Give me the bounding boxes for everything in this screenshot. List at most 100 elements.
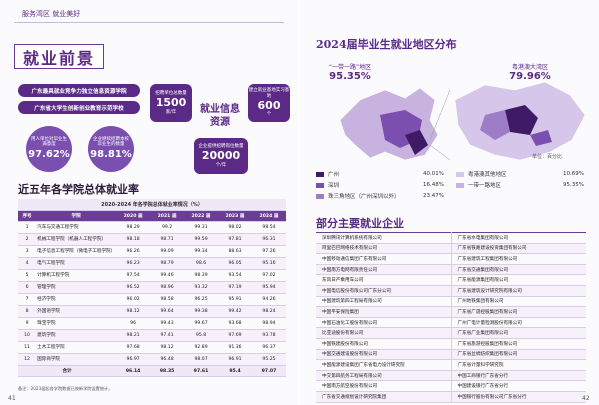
table-cell: 珠宝学院 bbox=[36, 317, 117, 330]
table-cell: 7 bbox=[18, 293, 37, 306]
table-cell: 97.07 bbox=[252, 365, 286, 377]
page-title: 就业前景 bbox=[14, 44, 104, 69]
table-cell: 1 bbox=[18, 221, 37, 234]
table-cell: 96.97 bbox=[116, 353, 151, 366]
stat-circle: 用人单位对毕业生满意度 97.62% bbox=[26, 126, 72, 172]
company-cell: 中国移动通信集团广东有限公司 bbox=[316, 253, 452, 265]
table-cell: 98.29 bbox=[116, 221, 151, 234]
table-row: 2 机械工程学院（机器人工程学院） 98.18 98.71 99.59 97.81 96.3… bbox=[18, 233, 286, 246]
header-cell: 2020 届 bbox=[116, 210, 151, 222]
table-row: 3 电子信息工程学院（微电子工程学院） 96.26 99.09 99.34 88.63 97… bbox=[18, 245, 286, 258]
stat-label: 企业继续招聘本校毕业生的数量 bbox=[93, 136, 129, 147]
page-number: 41 bbox=[8, 395, 16, 402]
table-row: 5 计算机工程学院 97.54 99.46 98.39 93.54 97.02 bbox=[18, 269, 286, 282]
table-cell: 98.35 bbox=[150, 365, 185, 377]
company-cell: 广州广电计量检测股份有限公司 bbox=[451, 317, 586, 329]
table-row: 8 外国语学院 98.12 99.64 99.38 99.42 98.24 bbox=[18, 305, 286, 318]
table-cell: 91.36 bbox=[218, 341, 252, 354]
legend-label: 深圳 bbox=[328, 183, 340, 189]
company-cell: 中国工商银行广东省分行 bbox=[451, 370, 586, 382]
guangzhou bbox=[505, 105, 538, 135]
company-row: 东风日产乘用车公司 广东省能源集团有限公司 bbox=[316, 274, 586, 286]
company-cell: 广东省交通集团有限公司 bbox=[451, 264, 586, 276]
resource-unit: 个 bbox=[266, 112, 272, 118]
resource-box: 企业提供招聘岗位数量 20000 个/年 bbox=[194, 138, 248, 174]
table-cell: 98.58 bbox=[150, 293, 185, 306]
legend-value: 16.48% bbox=[423, 182, 444, 188]
company-cell: 阿里巴巴网络技术有限公司 bbox=[316, 243, 452, 255]
company-cell: 中国能源建设集团广东省电力设计研究院 bbox=[316, 359, 452, 371]
table-cell: 97.69 bbox=[218, 329, 252, 342]
table-cell: 97.02 bbox=[252, 269, 286, 282]
resource-value: 600 bbox=[257, 99, 281, 113]
table-cell: 8 bbox=[18, 305, 37, 318]
page-number: 42 bbox=[582, 395, 590, 402]
header-cell: 2022 届 bbox=[184, 210, 219, 222]
company-cell: 中国铁建股份有限公司 bbox=[316, 338, 452, 350]
company-row: 中国交通建设股份有限公司 广东省丝绸纺织集团有限公司 bbox=[316, 349, 586, 361]
table-cell: 96.91 bbox=[218, 353, 252, 366]
table-cell: 12 bbox=[18, 353, 37, 366]
company-cell: 广东省建筑工程集团有限公司 bbox=[451, 253, 586, 265]
table-row: 6 管理学院 96.52 98.96 93.32 97.19 95.94 bbox=[18, 281, 286, 294]
company-cell: 中国银行股份有限公司广东省分行 bbox=[451, 391, 586, 403]
companies-table: 深圳腾讯计算机系统有限公司 广东省水电集团有限公司 阿里巴巴网络技术有限公司 广东省铁… bbox=[316, 232, 586, 403]
table-cell: 99.42 bbox=[218, 305, 252, 318]
highlight: 粤港澳大湾区 79.96% bbox=[500, 62, 560, 82]
table-cell: 93.68 bbox=[218, 317, 252, 330]
left-page: 服务湾区 就业美好 就业前景 广东最具就业竞争力独立信息资源学院 广东省大学生创… bbox=[0, 0, 299, 405]
connector bbox=[429, 144, 451, 161]
company-cell: 中国电信股份有限公司广东分公司 bbox=[316, 285, 452, 297]
company-cell: 广东省水电集团有限公司 bbox=[451, 232, 586, 244]
table-cell: 96.02 bbox=[116, 293, 151, 306]
table-cell: 98.12 bbox=[150, 341, 185, 354]
divider bbox=[14, 22, 284, 23]
company-row: 中国铁建股份有限公司 广东省旅游控股集团有限公司 bbox=[316, 338, 586, 350]
map-unit: 单位：百分比 bbox=[532, 154, 563, 160]
legend: 广州 40.01% 粤港澳其他地区 10.69% 深圳 16.48% 一带一路地区 95.35… bbox=[316, 170, 586, 210]
table-cell: 92.89 bbox=[184, 341, 219, 354]
table-cell: 99.59 bbox=[184, 233, 219, 246]
company-cell: 深圳腾讯计算机系统有限公司 bbox=[316, 232, 452, 244]
table-cell: 96.31 bbox=[252, 233, 286, 246]
table-cell: 合计 bbox=[18, 365, 117, 377]
company-cell: 广东省交通规划设计研究院集团 bbox=[316, 391, 452, 403]
company-cell: 广东省丝绸纺织集团有限公司 bbox=[451, 349, 586, 361]
table-cell: 97.26 bbox=[252, 245, 286, 258]
stat-label: 用人单位对毕业生满意度 bbox=[31, 136, 67, 147]
legend-item: 珠三角地区（广州深圳以外） 23.47% bbox=[316, 192, 444, 200]
table-row: 1 汽车与交通工程学院 98.29 99.2 99.31 98.02 98.54 bbox=[18, 221, 286, 234]
table-cell: 国际商学院 bbox=[36, 353, 117, 366]
table-cell: 98.96 bbox=[150, 281, 185, 294]
resource-unit: 个/年 bbox=[215, 162, 227, 168]
table-cell: 98.39 bbox=[184, 269, 219, 282]
company-cell: 中国平安保险集团 bbox=[316, 306, 452, 318]
table-cell: 93.32 bbox=[184, 281, 219, 294]
company-cell: 广东省铁路建设投资集团有限公司 bbox=[451, 243, 586, 255]
company-row: 中交第四航务工程局有限公司 中国工商银行广东省分行 bbox=[316, 370, 586, 382]
rate-table: 2020-2024 年各学院总体就业率情况（%） 序号 学院 2020 届 2021 届… bbox=[18, 199, 286, 377]
company-row: 阿里巴巴网络技术有限公司 广东省铁路建设投资集团有限公司 bbox=[316, 243, 586, 255]
company-row: 中国建筑第四工程局有限公司 广州地铁集团有限公司 bbox=[316, 296, 586, 308]
table-cell: 96.05 bbox=[218, 257, 252, 270]
stat-value: 97.62% bbox=[28, 149, 70, 161]
table-cell: 95.16 bbox=[252, 257, 286, 270]
table-cell: 5 bbox=[18, 269, 37, 282]
legend-swatch bbox=[316, 171, 324, 177]
table-cell: 外国语学院 bbox=[36, 305, 117, 318]
table-row: 12 国际商学院 96.97 96.48 98.07 96.91 95.25 bbox=[18, 353, 286, 366]
table-cell: 99.31 bbox=[184, 221, 219, 234]
shenzhen bbox=[530, 130, 552, 146]
table-cell: 建筑学院 bbox=[36, 329, 117, 342]
company-row: 中国能源建设集团广东省电力设计研究院 广东省计量科学研究院 bbox=[316, 359, 586, 371]
resource-label: 建立就业基地实习基地 bbox=[248, 88, 290, 99]
table-cell: 计算机工程学院 bbox=[36, 269, 117, 282]
map bbox=[339, 81, 586, 161]
companies-title: 部分主要就业企业 bbox=[316, 217, 404, 230]
company-row: 中国南方航空股份有限公司 中国建设银行广东省分行 bbox=[316, 380, 586, 392]
header-cell: 序号 bbox=[18, 210, 37, 222]
legend-label: 粤港澳其他地区 bbox=[468, 172, 507, 178]
table-cell: 88.63 bbox=[218, 245, 252, 258]
legend-item: 广州 40.01% bbox=[316, 170, 444, 178]
table-cell: 97.41 bbox=[150, 329, 185, 342]
